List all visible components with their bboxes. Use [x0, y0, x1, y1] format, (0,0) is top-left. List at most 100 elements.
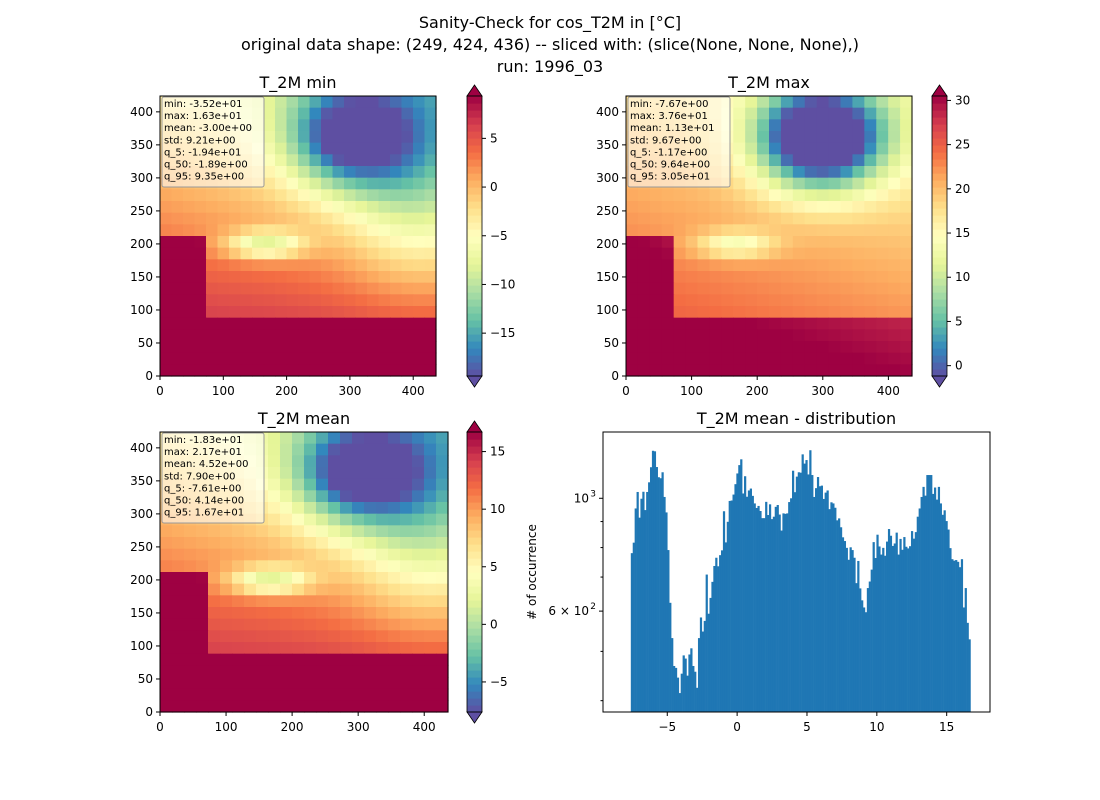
heatmap-cell — [864, 142, 877, 155]
histogram-bar — [866, 588, 870, 712]
heatmap-cell — [888, 154, 901, 167]
colorbar-segment — [932, 215, 947, 223]
histogram-bar — [807, 474, 810, 712]
heatmap-cell — [332, 294, 345, 307]
histogram-bar — [851, 550, 854, 712]
heatmap-cell — [400, 618, 413, 631]
colorbar-segment — [467, 201, 482, 209]
heatmap-cell — [900, 177, 913, 190]
heatmap-panel-3: 0 100 200 300 400050100150200250300350400T_2… — [130, 409, 449, 734]
heatmap-cell — [733, 271, 746, 284]
colorbar-segment — [932, 166, 947, 174]
heatmap-cell — [673, 294, 687, 307]
heatmap-cell — [390, 282, 403, 295]
colorbar-segment — [467, 460, 482, 468]
heatmap-cell — [172, 525, 185, 538]
histogram-bar — [886, 541, 889, 712]
histogram-bar — [642, 491, 645, 712]
heatmap-cell — [828, 212, 842, 225]
heatmap-cell — [401, 96, 414, 109]
heatmap-cell — [196, 548, 209, 561]
heatmap-cell — [208, 688, 221, 701]
heatmap-cell — [424, 212, 437, 225]
heatmap-cell — [876, 282, 889, 295]
heatmap-cell — [757, 189, 770, 202]
heatmap-cell — [292, 595, 305, 608]
colorbar-segment — [467, 208, 482, 216]
heatmap-cell — [412, 467, 425, 480]
heatmap-cell — [344, 154, 357, 167]
heatmap-cell — [792, 259, 806, 272]
heatmap-cell — [401, 154, 414, 167]
heatmap-cell — [292, 432, 305, 445]
heatmap-cell — [232, 537, 245, 550]
heatmap-cell — [328, 688, 341, 701]
heatmap-cell — [184, 560, 197, 573]
heatmap-cell — [184, 642, 197, 655]
heatmap-cell — [232, 560, 245, 573]
heatmap-cell — [388, 560, 401, 573]
heatmap-cell — [792, 282, 806, 295]
colorbar-tick-label: −5 — [490, 229, 508, 243]
heatmap-cell — [864, 154, 877, 167]
heatmap-cell — [424, 107, 437, 120]
heatmap-cell — [852, 154, 865, 167]
heatmap-cell — [864, 259, 877, 272]
heatmap-cell — [206, 306, 219, 319]
heatmap-cell — [376, 572, 389, 585]
heatmap-cell — [804, 247, 818, 260]
heatmap-cell — [220, 537, 233, 550]
heatmap-cell — [780, 364, 794, 377]
heatmap-cell — [364, 618, 377, 631]
heatmap-cell — [344, 282, 357, 295]
heatmap-cell — [232, 583, 245, 596]
heatmap-cell — [733, 177, 746, 190]
heatmap-cell — [864, 282, 877, 295]
heatmap-cell — [316, 665, 329, 678]
colorbar-segment — [467, 495, 482, 503]
heatmap-cell — [864, 119, 877, 132]
heatmap-cell — [240, 294, 253, 307]
heatmap-cell — [388, 583, 401, 596]
heatmap-cell — [852, 259, 865, 272]
heatmap-cell — [171, 259, 184, 272]
heatmap-cell — [424, 688, 437, 701]
heatmap-cell — [649, 329, 663, 342]
heatmap-cell — [352, 653, 365, 666]
heatmap-cell — [661, 212, 675, 225]
histogram-bar — [778, 514, 781, 712]
y-axis-label: # of occurrence — [525, 524, 539, 620]
heatmap-cell — [263, 189, 276, 202]
histogram-bar — [907, 548, 910, 712]
x-tick-label: 300 — [338, 384, 361, 398]
heatmap-cell — [840, 96, 854, 109]
heatmap-cell — [780, 247, 794, 260]
heatmap-cell — [316, 548, 329, 561]
heatmap-cell — [733, 247, 746, 260]
figure-title-line1: Sanity-Check for cos_T2M in [°C] — [418, 13, 682, 32]
heatmap-cell — [697, 201, 711, 214]
colorbar-segment — [467, 362, 482, 370]
heatmap-cell — [412, 688, 425, 701]
heatmap-cell — [852, 96, 865, 109]
colorbar-segment — [467, 222, 482, 230]
heatmap-cell — [900, 306, 913, 319]
heatmap-cell — [649, 236, 663, 249]
heatmap-cell — [355, 142, 368, 155]
heatmap-cell — [401, 271, 414, 284]
y-tick-label: 200 — [130, 237, 153, 251]
heatmap-cell — [745, 352, 758, 365]
heatmap-cell — [390, 352, 403, 365]
heatmap-cell — [316, 455, 329, 468]
heatmap-cell — [376, 665, 389, 678]
heatmap-cell — [840, 131, 854, 144]
heatmap-cell — [685, 189, 699, 202]
heatmap-cell — [268, 525, 281, 538]
heatmap-cell — [376, 607, 389, 620]
heatmap-cell — [733, 224, 746, 237]
axes-frame — [159, 431, 449, 713]
heatmap-cell — [309, 329, 322, 342]
heatmap-cell — [876, 201, 889, 214]
heatmap-cell — [309, 271, 322, 284]
heatmap-cell — [184, 595, 197, 608]
